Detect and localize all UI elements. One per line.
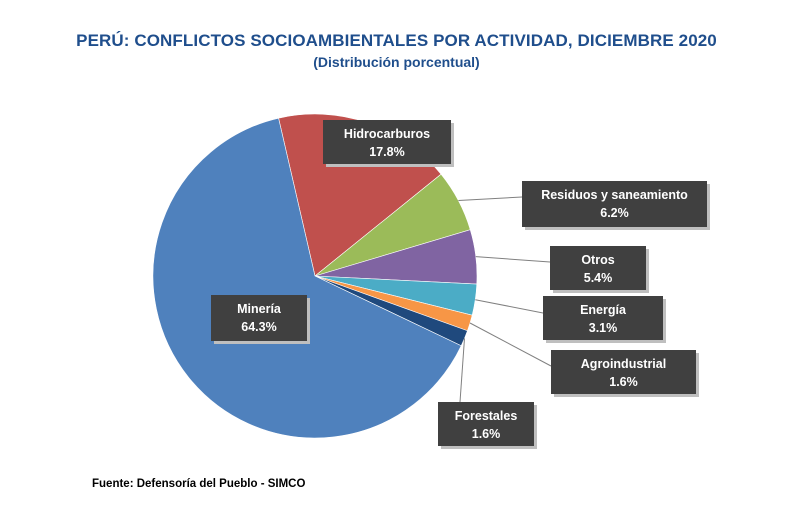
label-box bbox=[543, 296, 663, 340]
label-otros: Otros 5.4% bbox=[550, 246, 649, 293]
label-value: 1.6% bbox=[609, 375, 638, 389]
label-value: 6.2% bbox=[600, 206, 629, 220]
label-box bbox=[550, 246, 646, 290]
leader-otros bbox=[475, 256, 551, 263]
label-value: 5.4% bbox=[584, 271, 613, 285]
label-mineria: Minería 64.3% bbox=[211, 295, 310, 344]
label-agroindustrial: Agroindustrial 1.6% bbox=[551, 350, 699, 397]
leader-energia bbox=[475, 299, 544, 314]
label-name: Hidrocarburos bbox=[344, 127, 430, 141]
label-name: Otros bbox=[581, 253, 614, 267]
leader-residuos bbox=[458, 196, 523, 201]
label-name: Residuos y saneamiento bbox=[541, 188, 688, 202]
label-energia: Energía 3.1% bbox=[543, 296, 666, 343]
label-value: 17.8% bbox=[369, 145, 404, 159]
label-forestales: Forestales 1.6% bbox=[438, 402, 537, 449]
label-box bbox=[551, 350, 696, 394]
label-name: Agroindustrial bbox=[581, 357, 666, 371]
chart-subtitle: (Distribución porcentual) bbox=[313, 54, 480, 70]
label-box bbox=[323, 120, 451, 164]
source-note: Fuente: Defensoría del Pueblo - SIMCO bbox=[92, 478, 306, 490]
slice-labels: Hidrocarburos 17.8% Residuos y saneamiento… bbox=[211, 120, 710, 449]
label-residuos: Residuos y saneamiento 6.2% bbox=[522, 181, 710, 230]
label-name: Minería bbox=[237, 302, 282, 316]
label-hidrocarburos: Hidrocarburos 17.8% bbox=[323, 120, 454, 167]
chart-title: PERÚ: CONFLICTOS SOCIOAMBIENTALES POR AC… bbox=[76, 31, 717, 50]
label-value: 3.1% bbox=[589, 321, 618, 335]
label-value: 1.6% bbox=[472, 427, 501, 441]
leader-lines bbox=[458, 196, 552, 403]
label-name: Energía bbox=[580, 303, 627, 317]
label-box bbox=[211, 295, 307, 341]
leader-agroindustrial bbox=[469, 322, 552, 367]
slice-mineria bbox=[152, 117, 462, 439]
label-value: 64.3% bbox=[241, 320, 276, 334]
leader-forestales bbox=[459, 338, 465, 403]
label-name: Forestales bbox=[455, 409, 518, 423]
label-box bbox=[438, 402, 534, 446]
label-box bbox=[522, 181, 707, 227]
